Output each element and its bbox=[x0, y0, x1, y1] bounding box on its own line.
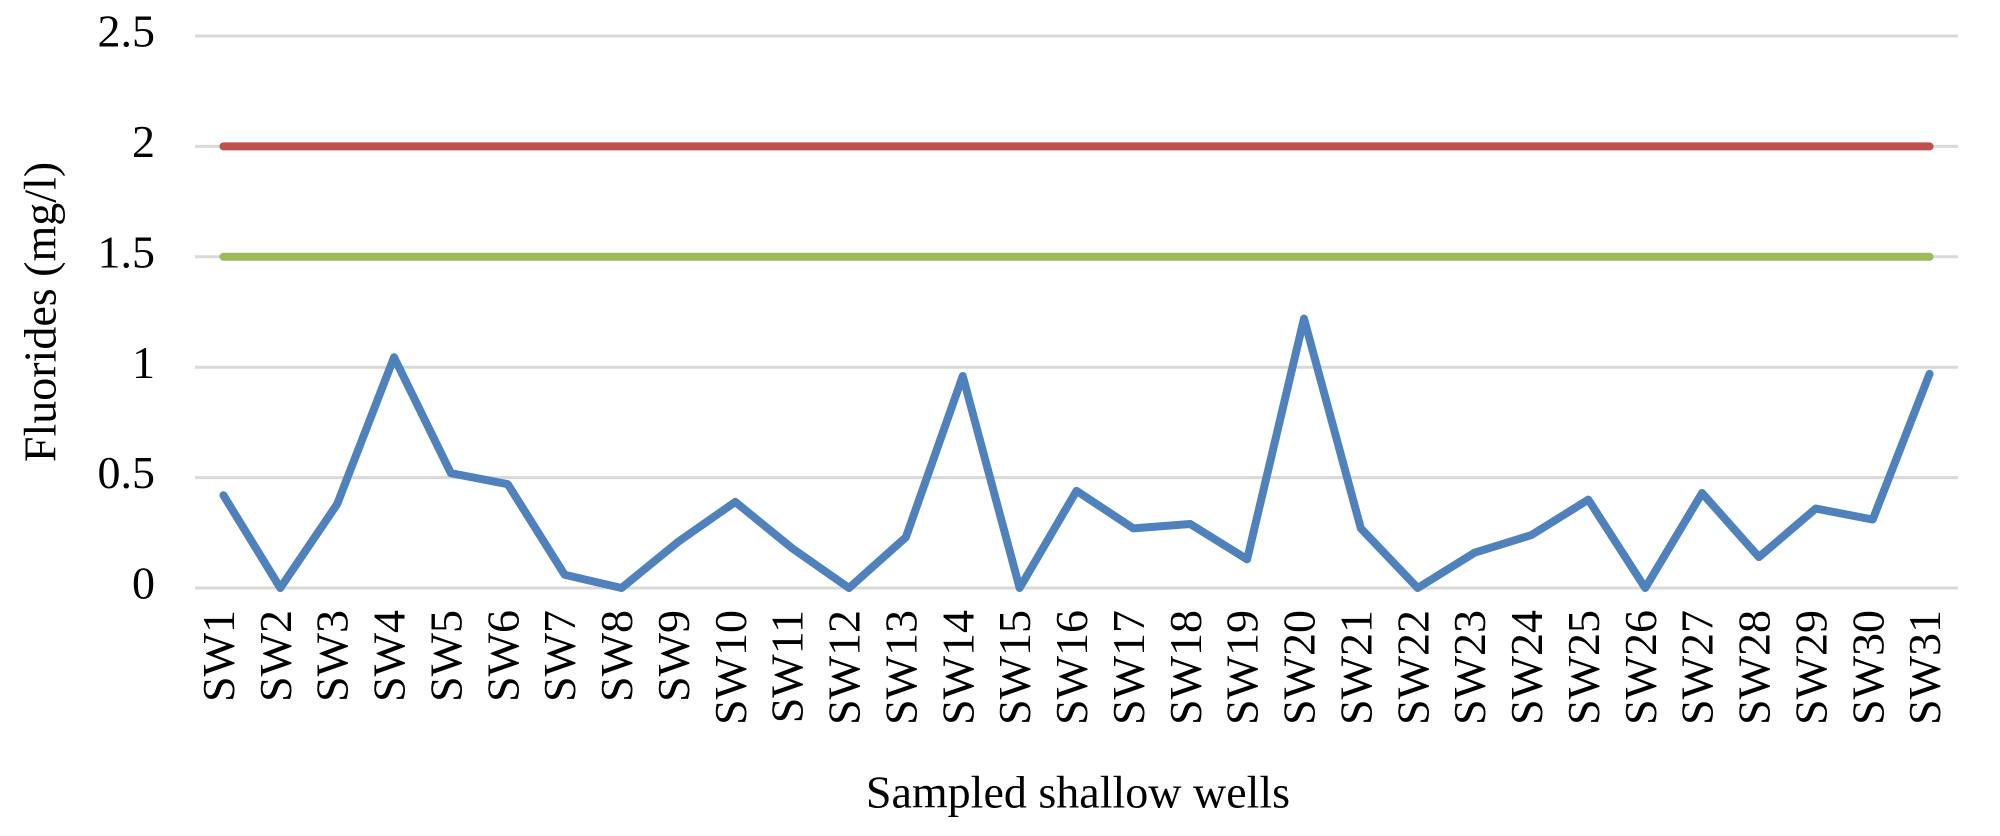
x-tick-label: SW29 bbox=[1785, 610, 1836, 725]
y-tick-label: 0.5 bbox=[98, 447, 156, 498]
x-tick-label: SW4 bbox=[364, 610, 415, 702]
y-tick-label: 2 bbox=[132, 116, 155, 167]
x-tick-label: SW13 bbox=[875, 610, 926, 725]
y-axis-title: Fluorides (mg/l) bbox=[15, 162, 66, 462]
x-tick-label: SW16 bbox=[1046, 610, 1097, 725]
x-tick-label: SW12 bbox=[819, 610, 870, 725]
x-tick-label: SW20 bbox=[1274, 610, 1325, 725]
x-tick-label: SW11 bbox=[762, 610, 813, 723]
x-tick-label: SW1 bbox=[193, 610, 244, 702]
x-tick-label: SW25 bbox=[1558, 610, 1609, 725]
x-tick-label: SW21 bbox=[1330, 610, 1381, 725]
x-tick-label: SW10 bbox=[705, 610, 756, 725]
x-tick-label: SW30 bbox=[1842, 610, 1893, 725]
x-tick-label: SW24 bbox=[1501, 610, 1552, 725]
y-tick-label: 1.5 bbox=[98, 226, 156, 277]
x-tick-label: SW5 bbox=[420, 610, 471, 702]
x-tick-label: SW18 bbox=[1160, 610, 1211, 725]
x-axis-title: Sampled shallow wells bbox=[866, 767, 1290, 818]
x-tick-label: SW14 bbox=[932, 610, 983, 725]
x-tick-label: SW23 bbox=[1444, 610, 1495, 725]
x-tick-label: SW27 bbox=[1672, 610, 1723, 725]
x-tick-label: SW15 bbox=[989, 610, 1040, 725]
x-tick-label: SW9 bbox=[648, 610, 699, 702]
x-tick-label: SW2 bbox=[250, 610, 301, 702]
y-tick-label: 2.5 bbox=[98, 6, 156, 57]
x-tick-label: SW6 bbox=[477, 610, 528, 702]
x-tick-label: SW17 bbox=[1103, 610, 1154, 725]
data-line bbox=[219, 314, 1934, 592]
x-tick-label: SW26 bbox=[1615, 610, 1666, 725]
x-tick-label: SW19 bbox=[1217, 610, 1268, 725]
x-tick-label: SW31 bbox=[1899, 610, 1950, 725]
y-tick-label: 0 bbox=[132, 558, 155, 609]
x-tick-label: SW7 bbox=[534, 610, 585, 702]
x-tick-label: SW22 bbox=[1387, 610, 1438, 725]
x-tick-label: SW3 bbox=[307, 610, 358, 702]
y-tick-label: 1 bbox=[132, 337, 155, 388]
x-tick-label: SW8 bbox=[591, 610, 642, 702]
x-tick-label: SW28 bbox=[1729, 610, 1780, 725]
